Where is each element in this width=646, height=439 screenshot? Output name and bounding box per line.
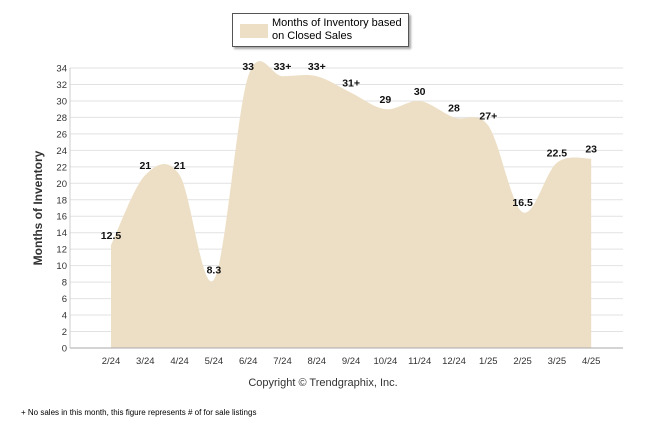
y-tick-label: 18 (56, 195, 67, 206)
x-tick-label: 3/25 (548, 356, 567, 367)
x-tick-label: 1/25 (479, 356, 498, 367)
data-label: 28 (448, 102, 460, 114)
y-tick-label: 28 (56, 113, 67, 124)
data-label: 12.5 (101, 230, 122, 242)
data-label: 33 (242, 61, 254, 73)
x-tick-label: 10/24 (374, 356, 398, 367)
x-tick-label: 2/25 (513, 356, 532, 367)
x-tick-label: 12/24 (442, 356, 466, 367)
data-label: 30 (414, 86, 426, 98)
x-tick-label: 7/24 (273, 356, 292, 367)
y-tick-label: 20 (56, 179, 67, 190)
data-label: 22.5 (547, 148, 568, 160)
y-tick-label: 6 (62, 294, 67, 305)
data-label: 29 (380, 94, 392, 106)
data-label: 27+ (479, 111, 497, 123)
series-area (111, 61, 592, 348)
data-label: 31+ (342, 78, 360, 90)
data-label: 16.5 (512, 197, 533, 209)
data-label: 33+ (308, 61, 326, 73)
x-tick-label: 5/24 (205, 356, 224, 367)
y-axis-title: Months of Inventory (31, 150, 45, 265)
y-tick-label: 34 (56, 64, 67, 75)
x-tick-label: 11/24 (408, 356, 431, 367)
data-label: 21 (139, 160, 151, 172)
x-tick-label: 3/24 (136, 356, 155, 367)
x-tick-label: 4/25 (582, 356, 601, 367)
footnote-text: + No sales in this month, this figure re… (21, 408, 257, 417)
x-tick-label: 8/24 (308, 356, 327, 367)
x-tick-label: 6/24 (239, 356, 258, 367)
y-tick-label: 12 (56, 245, 67, 256)
y-tick-label: 2 (62, 327, 67, 338)
y-tick-label: 16 (56, 212, 67, 223)
y-tick-label: 14 (56, 228, 67, 239)
y-tick-label: 22 (56, 162, 67, 173)
data-label: 21 (174, 160, 186, 172)
x-tick-label: 2/24 (102, 356, 121, 367)
legend-swatch (240, 24, 268, 38)
copyright-text: Copyright © Trendgraphix, Inc. (248, 377, 398, 389)
y-tick-label: 26 (56, 129, 67, 140)
x-tick-label: 4/24 (170, 356, 189, 367)
y-tick-label: 8 (62, 278, 67, 289)
legend-label: Months of Inventory based on Closed Sale… (272, 17, 402, 42)
legend: Months of Inventory based on Closed Sale… (232, 13, 409, 47)
y-tick-label: 30 (56, 96, 67, 107)
y-tick-label: 0 (62, 344, 67, 355)
data-label: 23 (585, 144, 597, 156)
y-tick-label: 24 (56, 146, 67, 157)
y-tick-label: 32 (56, 80, 67, 91)
data-label: 8.3 (207, 265, 222, 277)
y-tick-label: 10 (56, 261, 67, 272)
data-label: 33+ (274, 61, 292, 73)
y-tick-label: 4 (62, 311, 67, 322)
x-tick-label: 9/24 (342, 356, 361, 367)
